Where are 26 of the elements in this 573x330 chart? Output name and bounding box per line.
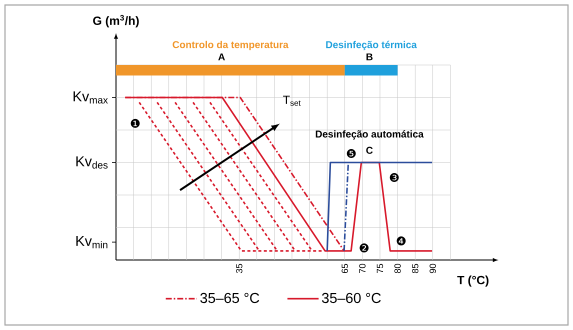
x-tick-label: 85 [412, 264, 418, 274]
annotation: ❸ [390, 173, 399, 182]
x-tick-label: 90 [430, 264, 436, 274]
annotation: T$_{set}$ [283, 96, 301, 106]
x-tick-label: 80 [394, 264, 401, 274]
x-axis-title: T (°C) [457, 276, 488, 287]
annotation: ❶ [130, 118, 140, 128]
text: Kv$_{max}$ [74, 91, 108, 104]
text: B [366, 53, 373, 60]
x-tick-label: 35 [236, 264, 242, 274]
legend-label: 35–60 °C [322, 292, 381, 304]
annotation: ❹ [396, 236, 406, 246]
text: Desinfeção térmica [326, 40, 417, 50]
text: Kv$_{min}$ [76, 236, 108, 248]
x-tick-label: 75 [376, 264, 384, 274]
text: Kv$_{des}$ [76, 156, 108, 169]
annotation: ❺ [346, 149, 356, 158]
x-tick-label: 65 [342, 264, 348, 274]
annotation: ❷ [360, 243, 369, 252]
text: Controlo da temperatura [172, 40, 289, 50]
legend-label: 35–65 °C [200, 292, 260, 304]
text: G (m$^{3}$/h) [93, 14, 139, 28]
text: A [218, 53, 225, 60]
x-tick-label: 70 [359, 264, 366, 274]
annotation: Desinfeção automática [316, 130, 424, 140]
annotation: C [366, 146, 373, 154]
